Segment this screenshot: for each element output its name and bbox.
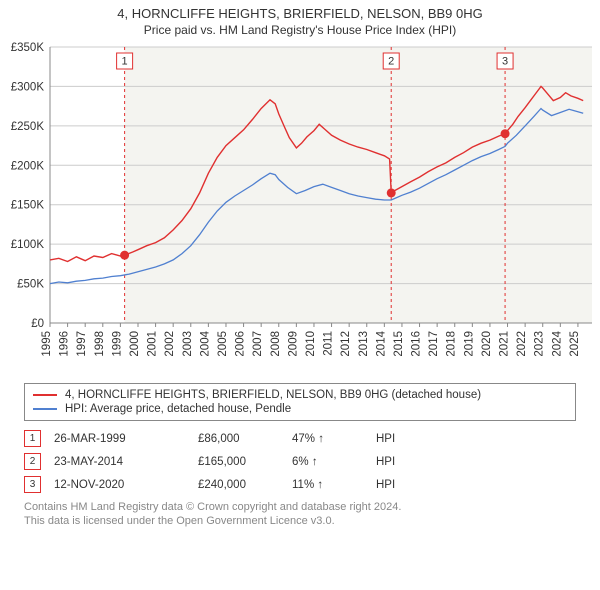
svg-text:2022: 2022 (516, 331, 528, 357)
svg-text:£300K: £300K (11, 81, 45, 93)
svg-text:£0: £0 (31, 318, 44, 330)
svg-text:2004: 2004 (199, 330, 211, 356)
events-table: 1 26-MAR-1999 £86,000 47% ↑ HPI 2 23-MAY-2014 £… (24, 427, 576, 496)
event-price: £165,000 (198, 456, 288, 468)
page-subtitle: Price paid vs. HM Land Registry's House … (0, 23, 600, 37)
svg-text:2015: 2015 (393, 331, 405, 357)
event-date: 23-MAY-2014 (54, 456, 194, 468)
legend: 4, HORNCLIFFE HEIGHTS, BRIERFIELD, NELSO… (24, 383, 576, 421)
svg-text:2021: 2021 (499, 331, 511, 357)
footnote-line: Contains HM Land Registry data © Crown c… (24, 500, 576, 514)
event-date: 26-MAR-1999 (54, 433, 194, 445)
event-price: £86,000 (198, 433, 288, 445)
svg-text:£100K: £100K (11, 239, 45, 251)
event-price: £240,000 (198, 479, 288, 491)
page-title: 4, HORNCLIFFE HEIGHTS, BRIERFIELD, NELSO… (0, 6, 600, 21)
svg-text:2018: 2018 (446, 331, 458, 357)
svg-text:1996: 1996 (59, 331, 71, 357)
legend-item: 4, HORNCLIFFE HEIGHTS, BRIERFIELD, NELSO… (33, 388, 567, 402)
svg-text:1997: 1997 (76, 331, 88, 357)
svg-text:1995: 1995 (41, 331, 53, 357)
svg-text:1998: 1998 (94, 331, 106, 357)
event-row: 1 26-MAR-1999 £86,000 47% ↑ HPI (24, 427, 576, 450)
svg-text:2025: 2025 (569, 331, 581, 357)
event-date: 12-NOV-2020 (54, 479, 194, 491)
legend-swatch (33, 408, 57, 410)
svg-text:2000: 2000 (129, 331, 141, 357)
svg-text:2001: 2001 (147, 331, 159, 357)
svg-text:2005: 2005 (217, 331, 229, 357)
svg-text:2007: 2007 (252, 331, 264, 357)
legend-swatch (33, 394, 57, 396)
svg-text:2010: 2010 (305, 331, 317, 357)
svg-text:£150K: £150K (11, 200, 45, 212)
svg-text:1999: 1999 (111, 331, 123, 357)
svg-text:2: 2 (388, 55, 394, 67)
chart-container: £0 £50K £100K £150K £200K £250K £300K £350K 1995… (0, 39, 600, 379)
svg-text:2016: 2016 (411, 331, 423, 357)
footnote-line: This data is licensed under the Open Gov… (24, 514, 576, 528)
svg-text:2012: 2012 (340, 331, 352, 357)
legend-item: HPI: Average price, detached house, Pend… (33, 402, 567, 416)
legend-label: 4, HORNCLIFFE HEIGHTS, BRIERFIELD, NELSO… (65, 389, 481, 401)
svg-text:2011: 2011 (323, 331, 335, 356)
event-ref: HPI (376, 433, 416, 445)
footnote: Contains HM Land Registry data © Crown c… (24, 500, 576, 529)
event-marker-box: 3 (24, 476, 41, 493)
svg-text:2013: 2013 (358, 331, 370, 357)
line-chart: £0 £50K £100K £150K £200K £250K £300K £350K 1995… (0, 39, 600, 379)
svg-text:£50K: £50K (17, 279, 44, 291)
svg-text:2006: 2006 (235, 331, 247, 357)
event-row: 2 23-MAY-2014 £165,000 6% ↑ HPI (24, 450, 576, 473)
svg-text:2003: 2003 (182, 331, 194, 357)
svg-text:2020: 2020 (481, 331, 493, 357)
svg-text:2002: 2002 (164, 331, 176, 357)
svg-text:2019: 2019 (463, 331, 475, 357)
event-pct: 6% ↑ (292, 456, 372, 468)
svg-text:3: 3 (502, 55, 508, 67)
svg-text:2014: 2014 (375, 330, 387, 356)
event-pct: 11% ↑ (292, 479, 372, 491)
event-marker-box: 2 (24, 453, 41, 470)
svg-text:£200K: £200K (11, 160, 45, 172)
svg-text:2017: 2017 (428, 331, 440, 357)
event-pct: 47% ↑ (292, 433, 372, 445)
event-ref: HPI (376, 479, 416, 491)
svg-text:£350K: £350K (11, 42, 45, 54)
event-ref: HPI (376, 456, 416, 468)
svg-text:2024: 2024 (551, 330, 563, 356)
legend-label: HPI: Average price, detached house, Pend… (65, 403, 291, 415)
event-row: 3 12-NOV-2020 £240,000 11% ↑ HPI (24, 473, 576, 496)
svg-text:2023: 2023 (534, 331, 546, 357)
svg-text:1: 1 (122, 55, 128, 67)
event-marker-box: 1 (24, 430, 41, 447)
svg-text:2008: 2008 (270, 331, 282, 357)
svg-text:£250K: £250K (11, 121, 45, 133)
svg-text:2009: 2009 (287, 331, 299, 357)
